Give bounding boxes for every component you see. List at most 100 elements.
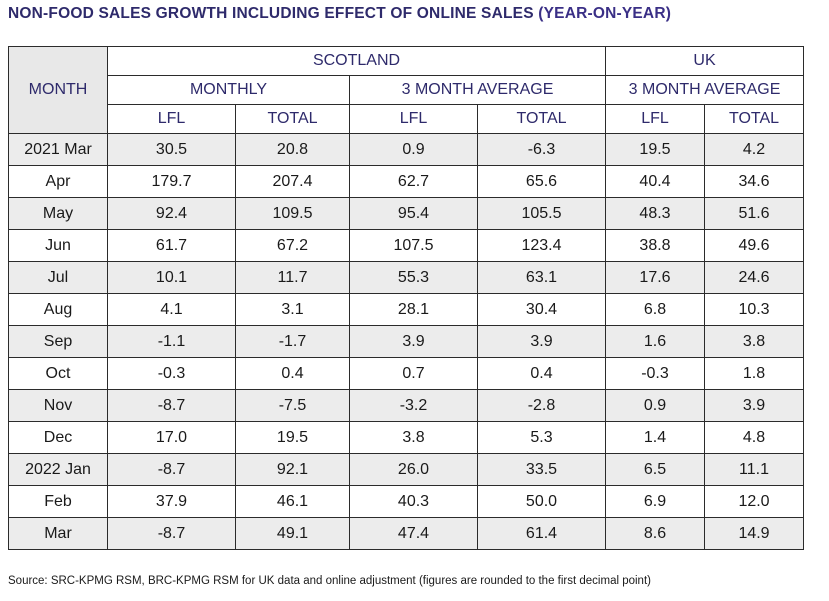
value-cell: 40.4: [605, 165, 705, 198]
value-cell: 207.4: [235, 165, 350, 198]
value-cell: 61.7: [107, 229, 236, 262]
value-cell: -1.7: [235, 325, 350, 358]
value-cell: 123.4: [477, 229, 606, 262]
value-cell: 92.4: [107, 197, 236, 230]
month-cell: Mar: [8, 517, 108, 550]
sales-growth-table: MONTH SCOTLAND UK MONTHLY 3 MONTH AVERAG…: [8, 46, 805, 550]
value-cell: 0.4: [477, 357, 606, 390]
table-row: Apr 179.7 207.4 62.7 65.6 40.4 34.6: [8, 165, 805, 198]
value-cell: 6.9: [605, 485, 705, 518]
value-cell: -8.7: [107, 389, 236, 422]
table-row: Mar -8.7 49.1 47.4 61.4 8.6 14.9: [8, 517, 805, 550]
value-cell: 62.7: [349, 165, 478, 198]
value-cell: 4.2: [703, 133, 805, 166]
month-cell: Jun: [8, 229, 108, 262]
uk-header: UK: [604, 46, 805, 76]
value-cell: 30.5: [107, 133, 236, 166]
value-cell: 3.9: [477, 325, 606, 358]
month-cell: Apr: [8, 165, 108, 198]
title-main: NON-FOOD SALES GROWTH INCLUDING EFFECT O…: [8, 5, 539, 22]
table-title: NON-FOOD SALES GROWTH INCLUDING EFFECT O…: [8, 5, 671, 23]
value-cell: 49.1: [235, 517, 350, 550]
scotland-3m-avg-header: 3 MONTH AVERAGE: [349, 75, 606, 105]
value-cell: 14.9: [703, 517, 805, 550]
value-cell: -6.3: [477, 133, 606, 166]
value-cell: 10.1: [107, 261, 236, 294]
value-cell: -1.1: [107, 325, 236, 358]
value-cell: 1.4: [605, 421, 705, 454]
table-row: Dec 17.0 19.5 3.8 5.3 1.4 4.8: [8, 421, 805, 454]
value-cell: 46.1: [235, 485, 350, 518]
value-cell: 24.6: [703, 261, 805, 294]
source-note: Source: SRC-KPMG RSM, BRC-KPMG RSM for U…: [8, 575, 651, 587]
value-cell: -3.2: [349, 389, 478, 422]
value-cell: 8.6: [605, 517, 705, 550]
table-row: 2021 Mar 30.5 20.8 0.9 -6.3 19.5 4.2: [8, 133, 805, 166]
uk-3m-avg-header: 3 MONTH AVERAGE: [604, 75, 805, 105]
value-cell: 33.5: [477, 453, 606, 486]
scotland-header: SCOTLAND: [107, 46, 606, 76]
value-cell: 37.9: [107, 485, 236, 518]
value-cell: 11.1: [703, 453, 805, 486]
value-cell: 95.4: [349, 197, 478, 230]
value-cell: 28.1: [349, 293, 478, 326]
value-cell: 17.0: [107, 421, 236, 454]
value-cell: 55.3: [349, 261, 478, 294]
value-cell: 3.8: [349, 421, 478, 454]
value-cell: 47.4: [349, 517, 478, 550]
month-cell: Sep: [8, 325, 108, 358]
monthly-header: MONTHLY: [107, 75, 350, 105]
month-cell: 2021 Mar: [8, 133, 108, 166]
table-row: Oct -0.3 0.4 0.7 0.4 -0.3 1.8: [8, 357, 805, 390]
value-cell: 3.9: [703, 389, 805, 422]
value-cell: 50.0: [477, 485, 606, 518]
value-cell: 6.8: [605, 293, 705, 326]
value-cell: 63.1: [477, 261, 606, 294]
value-cell: 92.1: [235, 453, 350, 486]
value-cell: 19.5: [235, 421, 350, 454]
month-cell: Jul: [8, 261, 108, 294]
value-cell: 3.9: [349, 325, 478, 358]
value-cell: 3.8: [703, 325, 805, 358]
value-cell: 107.5: [349, 229, 478, 262]
value-cell: 10.3: [703, 293, 805, 326]
value-cell: -2.8: [477, 389, 606, 422]
value-cell: 61.4: [477, 517, 606, 550]
month-cell: Aug: [8, 293, 108, 326]
column-header: TOTAL: [235, 104, 350, 134]
value-cell: 12.0: [703, 485, 805, 518]
month-header: MONTH: [8, 46, 108, 134]
value-cell: 5.3: [477, 421, 606, 454]
month-cell: May: [8, 197, 108, 230]
value-cell: 105.5: [477, 197, 606, 230]
value-cell: 3.1: [235, 293, 350, 326]
table-row: Nov -8.7 -7.5 -3.2 -2.8 0.9 3.9: [8, 389, 805, 422]
value-cell: 48.3: [605, 197, 705, 230]
column-header: TOTAL: [477, 104, 606, 134]
value-cell: -8.7: [107, 453, 236, 486]
table-row: 2022 Jan -8.7 92.1 26.0 33.5 6.5 11.1: [8, 453, 805, 486]
value-cell: 51.6: [703, 197, 805, 230]
value-cell: 20.8: [235, 133, 350, 166]
value-cell: 49.6: [703, 229, 805, 262]
title-emphasis: (YEAR-ON-YEAR): [538, 5, 672, 22]
value-cell: 26.0: [349, 453, 478, 486]
value-cell: 34.6: [703, 165, 805, 198]
value-cell: 4.8: [703, 421, 805, 454]
value-cell: 6.5: [605, 453, 705, 486]
value-cell: 17.6: [605, 261, 705, 294]
column-header: LFL: [107, 104, 236, 134]
table-row: Jul 10.1 11.7 55.3 63.1 17.6 24.6: [8, 261, 805, 294]
value-cell: 0.9: [605, 389, 705, 422]
value-cell: 19.5: [605, 133, 705, 166]
value-cell: 1.6: [605, 325, 705, 358]
table-row: Aug 4.1 3.1 28.1 30.4 6.8 10.3: [8, 293, 805, 326]
month-cell: Oct: [8, 357, 108, 390]
value-cell: 0.4: [235, 357, 350, 390]
month-cell: Feb: [8, 485, 108, 518]
column-header: TOTAL: [703, 104, 805, 134]
table-row: Sep -1.1 -1.7 3.9 3.9 1.6 3.8: [8, 325, 805, 358]
value-cell: 11.7: [235, 261, 350, 294]
value-cell: 1.8: [703, 357, 805, 390]
month-cell: Dec: [8, 421, 108, 454]
